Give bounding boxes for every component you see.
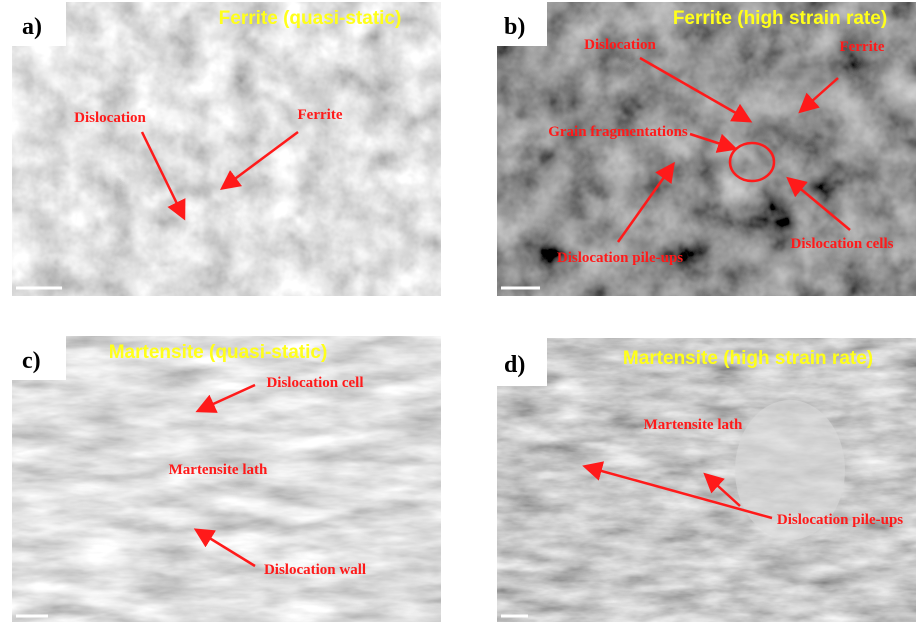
panel-label: d) [504, 352, 525, 378]
panel-title: Martensite (quasi-static) [109, 342, 328, 363]
annotation: Grain fragmentations [548, 124, 688, 140]
panel-title: Ferrite (high strain rate) [673, 8, 887, 29]
panel-title: Ferrite (quasi-static) [219, 8, 402, 29]
annotation: Dislocation cell [266, 375, 363, 391]
panel-a: a) Ferrite (quasi-static) Dislocation Fe… [12, 2, 441, 296]
panel-d: d) Martensite (high strain rate) Martens… [497, 338, 916, 622]
annotation: Dislocation [74, 110, 146, 126]
annotation: Dislocation [584, 37, 656, 53]
panel-c: c) Martensite (quasi-static) Dislocation… [12, 336, 441, 622]
panel-label: b) [504, 14, 525, 40]
annotation: Dislocation cells [791, 236, 894, 252]
annotation: Martensite lath [644, 417, 743, 433]
panel-label: c) [22, 348, 41, 374]
figure: a) Ferrite (quasi-static) Dislocation Fe… [0, 0, 918, 624]
annotation: Dislocation wall [264, 562, 366, 578]
micrograph [12, 2, 441, 296]
micrograph [497, 338, 916, 622]
panel-b: b) Ferrite (high strain rate) Dislocatio… [497, 2, 916, 296]
annotation: Dislocation pile-ups [777, 512, 903, 528]
annotation: Ferrite [840, 39, 885, 55]
annotation: Ferrite [298, 107, 343, 123]
panel-title: Martensite (high strain rate) [623, 348, 873, 369]
panel-label: a) [22, 14, 42, 40]
annotation: Martensite lath [169, 462, 268, 478]
micrograph [12, 336, 441, 622]
annotation: Dislocation pile-ups [557, 250, 683, 266]
